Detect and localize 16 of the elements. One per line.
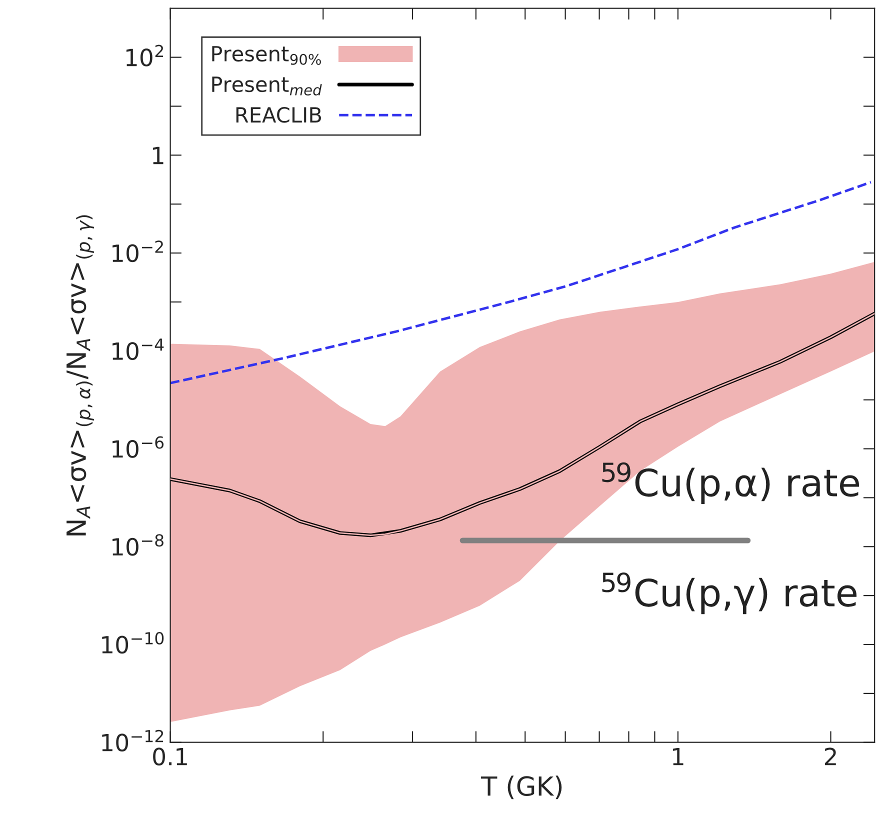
- y-tick-label: 10$^{−10}$: [102, 632, 164, 654]
- annotation: $^{59}$Cu(p,α) rate: [602, 462, 860, 504]
- y-tick-label: 10$^{−8}$: [112, 534, 164, 556]
- y-tick-label: 10$^{−4}$: [112, 338, 164, 360]
- y-tick-label: 10$^{−2}$: [112, 240, 163, 262]
- y-axis-title: N$_{A}$<σv>$_{(p,α)}$/N$_{A}$<σv>$_{(p,γ)}$: [66, 215, 94, 536]
- legend-label: Present$_{90%}$: [212, 46, 321, 65]
- x-axis-title: T (GK): [480, 776, 562, 800]
- y-tick-label: 1: [153, 146, 164, 164]
- legend-label: Present$_{med}$: [212, 76, 322, 96]
- legend-label: REACLIB: [236, 106, 321, 123]
- x-tick-label: 2: [824, 748, 836, 766]
- y-tick-label: 10$^{−6}$: [112, 436, 164, 458]
- y-tick-label: 10$^{2}$: [126, 44, 164, 66]
- annotation: $^{59}$Cu(p,γ) rate: [602, 572, 856, 614]
- x-tick-label: 1: [673, 748, 684, 766]
